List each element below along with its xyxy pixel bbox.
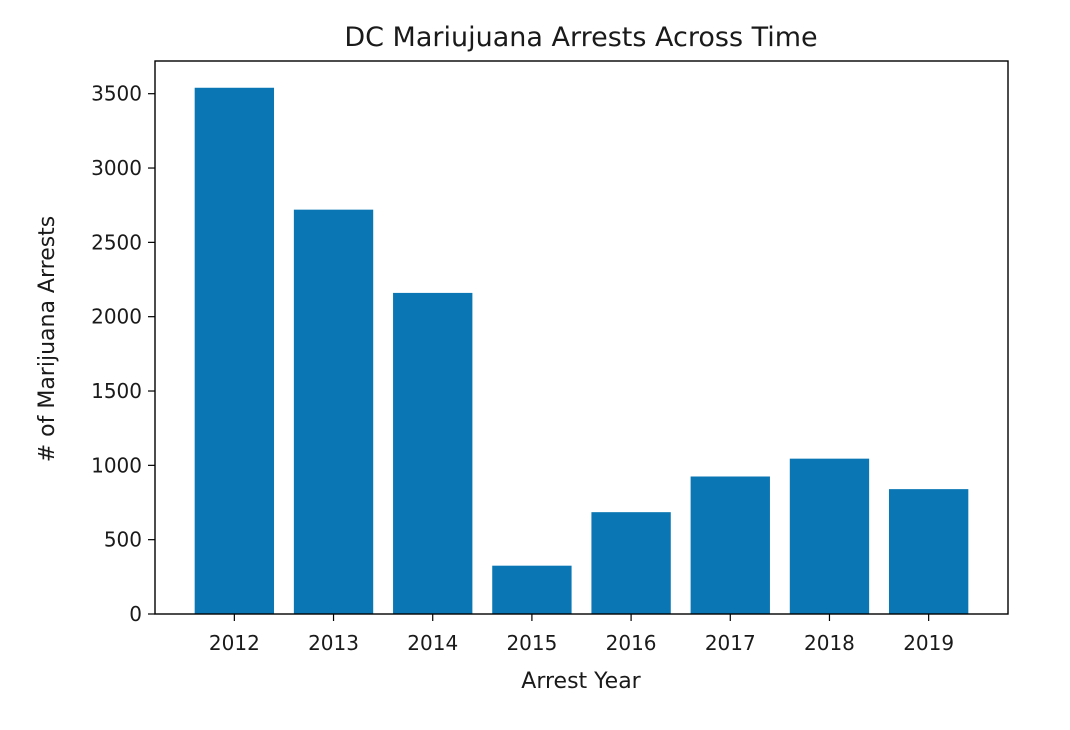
- x-tick-label: 2019: [903, 631, 954, 655]
- x-tick-label: 2014: [407, 631, 458, 655]
- chart-title: DC Mariujuana Arrests Across Time: [344, 22, 817, 53]
- x-tick-label: 2015: [506, 631, 557, 655]
- y-tick-label: 1000: [91, 453, 142, 477]
- y-tick-label: 3500: [91, 82, 142, 106]
- bar-2016: [591, 512, 671, 614]
- y-tick-label: 0: [129, 602, 142, 626]
- y-axis-label: # of Marijuana Arrests: [35, 216, 60, 463]
- x-tick-label: 2017: [705, 631, 756, 655]
- x-axis-ticks: 2012 2013 2014 2015 2016 2017 2018 2019: [209, 614, 954, 655]
- y-tick-label: 3000: [91, 156, 142, 180]
- plot-frame: [154, 60, 1009, 615]
- x-tick-label: 2012: [209, 631, 260, 655]
- y-tick-label: 2000: [91, 305, 142, 329]
- y-axis-ticks: 0 500 1000 1500 2000 2500 3000 3500: [91, 82, 155, 626]
- bar-2017: [690, 476, 770, 614]
- y-tick-label: 2500: [91, 230, 142, 254]
- bar-2015: [492, 565, 572, 614]
- bar-2018: [789, 458, 870, 614]
- bar-2019: [888, 489, 969, 614]
- bars-group: [194, 87, 969, 615]
- bar-2014: [393, 292, 473, 614]
- y-tick-label: 1500: [91, 379, 142, 403]
- bar-2012: [194, 87, 275, 615]
- x-tick-label: 2013: [308, 631, 359, 655]
- x-tick-label: 2016: [606, 631, 657, 655]
- y-tick-label: 500: [104, 528, 142, 552]
- bar-2013: [293, 209, 374, 614]
- x-axis-label: Arrest Year: [521, 669, 641, 694]
- x-tick-label: 2018: [804, 631, 855, 655]
